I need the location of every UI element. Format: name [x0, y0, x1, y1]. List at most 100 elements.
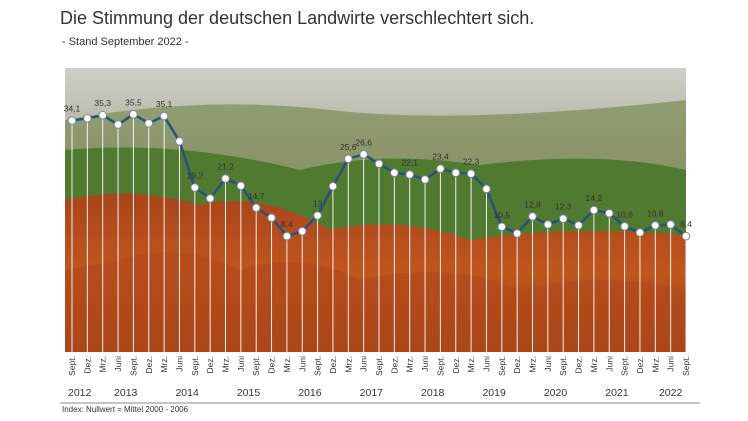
data-label: 8,4: [281, 219, 293, 229]
data-label: 35,3: [94, 98, 111, 108]
chart-subtitle: - Stand September 2022 -: [62, 36, 189, 48]
data-label: 19,2: [187, 171, 204, 181]
x-tick-label: Sept.: [558, 356, 568, 376]
data-label: 12,3: [555, 202, 572, 212]
data-point: [390, 168, 399, 178]
year-label: 2016: [298, 387, 322, 399]
x-tick-label: Mrz.: [159, 356, 169, 373]
data-point: [190, 183, 200, 192]
data-point: [144, 118, 154, 128]
data-point: [175, 136, 184, 146]
data-label: 21,2: [217, 162, 234, 172]
x-tick-label: Mrz.: [589, 356, 599, 373]
year-label: 2020: [544, 387, 568, 399]
data-label: 34,1: [64, 104, 81, 114]
x-tick-label: Sept.: [497, 356, 507, 376]
data-point: [589, 205, 599, 215]
data-label: 22,3: [463, 157, 480, 167]
x-tick-label: Mrz.: [528, 356, 538, 373]
data-label: 8,4: [680, 219, 692, 229]
x-tick-label: Dez.: [512, 356, 522, 373]
data-point: [374, 159, 384, 169]
year-label: 2013: [114, 387, 138, 399]
x-tick-label: Dez.: [451, 356, 461, 373]
data-point: [558, 214, 568, 223]
data-label: 26,6: [355, 137, 372, 147]
data-label: 12,8: [524, 199, 541, 209]
data-point: [282, 231, 292, 241]
x-tick-label: Juni: [420, 356, 430, 372]
data-label: 35,5: [125, 97, 142, 107]
x-tick-label: Dez.: [574, 356, 584, 373]
x-tick-label: Mrz.: [343, 356, 353, 373]
x-tick-label: Mrz.: [466, 356, 476, 373]
x-tick-label: Mrz.: [405, 356, 415, 373]
data-point: [98, 110, 107, 120]
data-point: [528, 212, 537, 221]
year-label: 2017: [360, 387, 384, 399]
x-tick-label: Juni: [543, 356, 553, 372]
data-point: [482, 184, 491, 194]
x-tick-label: Sept.: [435, 356, 445, 376]
x-tick-label: Mrz.: [98, 356, 108, 373]
x-tick-label: Dez.: [82, 356, 92, 373]
data-point: [205, 194, 215, 203]
year-label: 2015: [237, 387, 261, 399]
data-label: 22,1: [401, 158, 418, 168]
data-label: 10,5: [494, 210, 511, 220]
x-tick-label: Juni: [359, 356, 369, 372]
x-tick-label: Dez.: [205, 356, 215, 373]
data-point: [420, 175, 430, 184]
data-point: [267, 213, 276, 223]
data-label: 14,7: [248, 191, 265, 201]
chart-title: Die Stimmung der deutschen Landwirte ver…: [60, 8, 534, 28]
background-photo: [65, 68, 686, 352]
data-label: 35,1: [156, 99, 173, 109]
data-point: [635, 228, 645, 237]
x-tick-label: Sept.: [313, 356, 323, 376]
data-point: [497, 222, 507, 232]
data-label: 14,2: [586, 193, 603, 203]
x-tick-label: Juni: [297, 356, 307, 372]
data-point: [251, 203, 261, 213]
x-tick-label: Juni: [604, 356, 614, 372]
x-tick-label: Dez.: [144, 356, 154, 373]
data-label: 10,8: [647, 208, 664, 218]
data-point: [328, 181, 338, 191]
x-tick-label: Dez.: [328, 356, 338, 373]
data-point: [651, 221, 660, 230]
x-tick-label: Juni: [113, 356, 123, 372]
data-point: [313, 211, 322, 220]
data-point: [83, 114, 92, 123]
data-point: [681, 231, 691, 241]
x-tick-label: Dez.: [267, 356, 277, 373]
year-label: 2018: [421, 387, 445, 399]
year-label: 2021: [605, 387, 629, 399]
data-point: [344, 154, 353, 164]
data-label: 13: [313, 199, 323, 209]
data-point: [512, 229, 522, 238]
data-point: [359, 150, 368, 159]
x-tick-label: Mrz.: [650, 356, 660, 373]
x-tick-label: Dez.: [389, 356, 399, 373]
x-tick-label: Sept.: [251, 356, 261, 376]
x-tick-label: Juni: [236, 356, 246, 372]
x-tick-label: Juni: [174, 356, 184, 372]
x-tick-label: Sept.: [128, 356, 138, 376]
x-tick-label: Juni: [666, 356, 676, 372]
year-label: 2019: [482, 387, 506, 399]
data-point: [297, 226, 307, 236]
data-point: [436, 164, 445, 173]
x-tick-label: Dez.: [635, 356, 645, 373]
data-point: [604, 208, 614, 218]
year-label: 2014: [175, 387, 199, 399]
data-point: [67, 116, 77, 125]
data-point: [466, 169, 476, 178]
x-tick-label: Mrz.: [282, 356, 292, 373]
x-tick-label: Sept.: [681, 356, 691, 376]
data-label: 10,6: [616, 209, 633, 219]
data-label: 25,6: [340, 142, 357, 152]
x-tick-label: Sept.: [374, 356, 384, 376]
data-point: [236, 181, 246, 191]
